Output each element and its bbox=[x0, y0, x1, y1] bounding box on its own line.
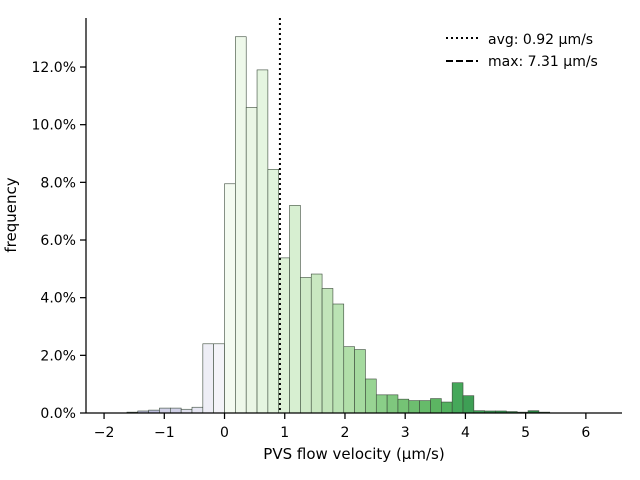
histogram-bar bbox=[375, 394, 388, 414]
y-tick-label: 6.0% bbox=[40, 233, 76, 249]
histogram-bar bbox=[408, 400, 420, 414]
histogram-bar bbox=[224, 183, 236, 414]
x-tick-label: 4 bbox=[461, 425, 470, 441]
histogram-bar bbox=[386, 394, 399, 414]
x-tick-label: 1 bbox=[280, 425, 289, 441]
y-tick-label: 2.0% bbox=[40, 348, 76, 364]
histogram-bar bbox=[267, 169, 280, 414]
histogram-bar bbox=[202, 343, 214, 414]
y-axis-ticks: 0.0% 2.0% 4.0% 6.0% 8.0% 10.0% 12.0% bbox=[32, 60, 86, 422]
histogram-bar bbox=[289, 205, 301, 414]
x-tick-label: 2 bbox=[341, 425, 350, 441]
histogram-bar bbox=[256, 69, 269, 414]
y-tick-label: 12.0% bbox=[32, 60, 76, 76]
legend-max-label: max: 7.31 µm/s bbox=[488, 54, 598, 70]
histogram-bar bbox=[332, 303, 345, 414]
x-axis-title: PVS flow velocity (µm/s) bbox=[263, 445, 444, 463]
x-tick-label: −2 bbox=[94, 425, 115, 441]
x-tick-label: −1 bbox=[154, 425, 175, 441]
x-tick-label: 5 bbox=[521, 425, 530, 441]
histogram-bar bbox=[419, 400, 431, 414]
histogram-bar bbox=[441, 401, 453, 414]
histogram-bar bbox=[430, 398, 442, 414]
y-tick-label: 8.0% bbox=[40, 175, 76, 191]
histogram-bar bbox=[191, 406, 204, 414]
histogram-bar bbox=[300, 277, 312, 414]
histogram-bar bbox=[397, 398, 410, 414]
histogram-bar bbox=[213, 343, 225, 414]
histogram-bar bbox=[462, 395, 475, 414]
histogram-bar bbox=[321, 288, 334, 414]
histogram-bars bbox=[126, 36, 551, 414]
y-tick-label: 4.0% bbox=[40, 291, 76, 307]
x-axis-ticks: −2 −1 0 1 2 3 4 5 6 bbox=[94, 413, 590, 441]
histogram-bar bbox=[235, 36, 247, 414]
histogram-bar bbox=[170, 407, 182, 414]
y-tick-label: 10.0% bbox=[32, 118, 76, 134]
histogram-bar bbox=[354, 349, 366, 414]
y-tick-label: 0.0% bbox=[40, 406, 76, 422]
y-axis-title: frequency bbox=[2, 177, 20, 252]
histogram-bar bbox=[343, 346, 355, 414]
x-tick-label: 6 bbox=[581, 425, 590, 441]
histogram-bar bbox=[451, 382, 464, 414]
x-tick-label: 0 bbox=[220, 425, 229, 441]
x-tick-label: 3 bbox=[401, 425, 410, 441]
histogram-bar bbox=[310, 273, 323, 414]
histogram-bar bbox=[245, 107, 258, 414]
legend-avg-label: avg: 0.92 µm/s bbox=[488, 32, 593, 48]
histogram-bar bbox=[365, 378, 377, 414]
histogram-bar bbox=[159, 407, 171, 414]
legend: avg: 0.92 µm/s max: 7.31 µm/s bbox=[446, 32, 598, 70]
